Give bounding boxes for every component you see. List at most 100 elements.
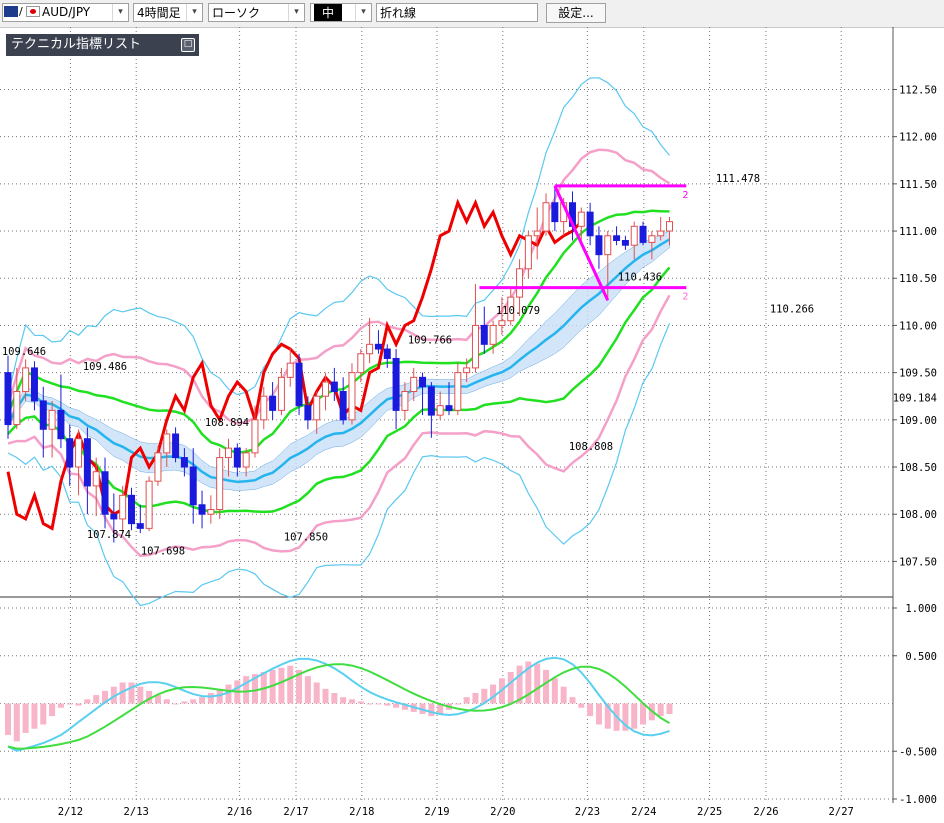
macd-bar (543, 669, 550, 704)
macd-pane: 1.000 0.500 -0.500 -1.000 (5, 603, 937, 806)
signal-line (7, 663, 671, 750)
line-type-select[interactable]: 折れ線 (376, 3, 538, 22)
candle-body (383, 348, 391, 359)
candle-body (277, 376, 285, 411)
candle-body (145, 480, 153, 529)
macd-bar (93, 695, 100, 704)
candle-body (410, 376, 418, 393)
line-type-label: 折れ線 (380, 6, 417, 20)
macd-bar (375, 703, 382, 705)
candle-body (57, 409, 65, 440)
macd-bar (525, 661, 532, 704)
candle-body (489, 324, 497, 345)
macd-bar (181, 701, 188, 704)
macd-bar (340, 697, 347, 704)
macd-bar (251, 674, 258, 704)
macd-bar (657, 703, 664, 717)
trend-label: 2 (682, 190, 688, 201)
macd-bar (384, 703, 391, 706)
macd-bar (595, 703, 602, 725)
candle-body (119, 494, 127, 520)
candle-body (445, 405, 453, 411)
aud-flag-icon (4, 6, 18, 17)
macd-bar (190, 699, 197, 704)
macd-bar (225, 684, 232, 704)
candle-body (339, 391, 347, 421)
indicator-list-panel[interactable]: テクニカル指標リスト □ (6, 34, 199, 56)
jpy-flag-icon (26, 6, 40, 17)
macd-bar (172, 703, 179, 705)
candle-body (92, 471, 100, 487)
candle-body (348, 372, 356, 421)
macd-bar (560, 686, 567, 704)
price-tick-label: 107.50 (899, 556, 937, 568)
settings-button[interactable]: 設定... (546, 3, 606, 23)
macd-bar (516, 665, 523, 704)
candle-body (498, 320, 506, 326)
candle-body (313, 395, 321, 421)
candle-body (154, 452, 162, 482)
candle-body (75, 438, 83, 468)
trend-label: 2 (682, 292, 688, 303)
chevron-down-icon[interactable]: ▾ (355, 4, 371, 21)
candle-body (225, 447, 232, 459)
candle-body (127, 494, 135, 525)
macd-bar (366, 703, 373, 705)
macd-bar (401, 703, 408, 710)
macd-bar (66, 703, 73, 705)
price-annotation: 107.698 (141, 546, 185, 558)
price-tick-label: 112.00 (899, 132, 937, 144)
macd-bar (296, 669, 303, 704)
macd-bar (631, 703, 638, 729)
macd-bar (481, 688, 488, 704)
candle-body (172, 433, 180, 459)
price-annotation: 108.808 (569, 441, 613, 453)
macd-bar (569, 697, 576, 704)
date-label: 2/12 (58, 806, 83, 818)
candle-body (604, 235, 612, 256)
candle-body (22, 367, 30, 393)
panel-title: テクニカル指標リスト (11, 37, 142, 52)
date-axis: 2/12 2/13 2/16 2/17 2/18 2/19 2/20 2/23 2/24 2/25… (58, 806, 854, 818)
date-label: 2/20 (490, 806, 515, 818)
candle-body (524, 235, 532, 270)
candle-body (110, 513, 118, 520)
price-annotation: 110.079 (496, 305, 540, 317)
price-annotation: 110.266 (770, 303, 814, 315)
candle-body (189, 466, 197, 506)
candle-body (357, 353, 365, 374)
macd-bar (640, 703, 647, 725)
chart-style-select[interactable]: ローソク ▾ (208, 3, 305, 22)
candle-body (286, 362, 294, 378)
candle-body (427, 386, 435, 416)
candle-body (454, 372, 462, 411)
price-tick-label: 110.50 (899, 273, 937, 285)
timeframe-select[interactable]: 4時間足 ▾ (133, 3, 203, 22)
candle-body (374, 343, 382, 350)
bollinger-mid (6, 238, 671, 484)
macd-bar (128, 682, 135, 704)
candle-body (551, 202, 559, 223)
candle-body (163, 433, 171, 454)
chevron-down-icon[interactable]: ▾ (288, 4, 304, 21)
chart-canvas[interactable]: 22 109.646109.486107.874107.698108.89410… (0, 27, 944, 823)
date-label: 2/17 (283, 806, 308, 818)
candle-body (83, 438, 91, 487)
candle-body (595, 235, 603, 256)
candle-body (613, 235, 621, 241)
candle-body (4, 372, 12, 426)
macd-bar (57, 703, 64, 708)
chevron-down-icon[interactable]: ▾ (112, 4, 128, 21)
macd-bar (287, 665, 294, 704)
size-select[interactable]: 中 ▾ (310, 3, 372, 22)
chart-style-label: ローソク (212, 6, 261, 20)
candle-body (295, 362, 303, 407)
minimize-icon[interactable]: □ (181, 38, 195, 52)
macd-bar (331, 692, 338, 704)
candle-body (39, 400, 47, 430)
candle-body (577, 211, 585, 227)
price-annotation: 111.478 (716, 173, 760, 185)
bollinger-3sigma-upper (7, 77, 670, 397)
macd-bar (119, 682, 126, 704)
chevron-down-icon[interactable]: ▾ (186, 4, 202, 21)
